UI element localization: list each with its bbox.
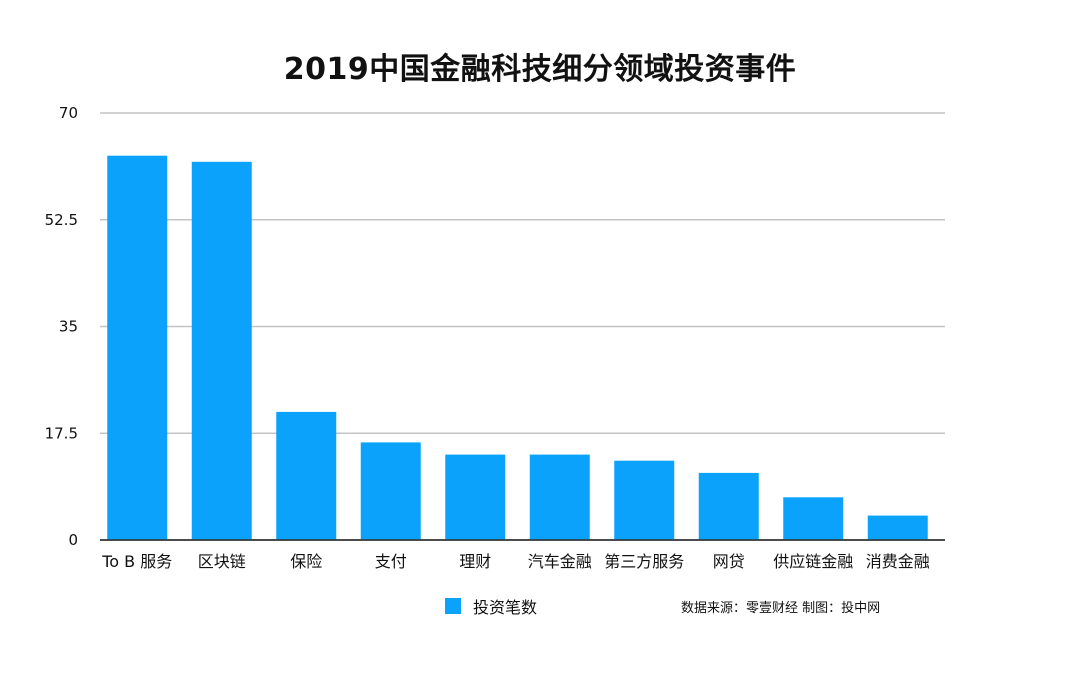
bar bbox=[783, 497, 844, 540]
legend-swatch bbox=[445, 598, 461, 614]
x-tick-label: 消费金融 bbox=[866, 552, 930, 571]
chart-title: 2019中国金融科技细分领域投资事件 bbox=[283, 52, 797, 87]
bar bbox=[107, 155, 168, 540]
y-tick-label: 17.5 bbox=[45, 424, 78, 442]
x-tick-label: To B 服务 bbox=[101, 552, 172, 571]
y-tick-label: 70 bbox=[59, 104, 78, 122]
x-tick-label: 保险 bbox=[290, 552, 322, 571]
x-tick-label: 区块链 bbox=[198, 552, 246, 571]
y-tick-label: 52.5 bbox=[45, 211, 78, 229]
bar bbox=[614, 460, 675, 540]
bar bbox=[867, 515, 928, 540]
bar bbox=[698, 472, 759, 540]
bar bbox=[191, 161, 252, 541]
legend-label: 投资笔数 bbox=[473, 598, 538, 617]
x-tick-label: 第三方服务 bbox=[604, 552, 684, 571]
y-tick-label: 35 bbox=[59, 318, 78, 336]
x-tick-label: 理财 bbox=[459, 552, 491, 571]
bar bbox=[276, 411, 337, 540]
bar bbox=[529, 454, 590, 540]
x-tick-label: 支付 bbox=[375, 552, 407, 571]
x-tick-label: 供应链金融 bbox=[773, 552, 853, 571]
source-note: 数据来源：零壹财经 制图：投中网 bbox=[681, 601, 881, 616]
x-tick-label: 汽车金融 bbox=[528, 552, 592, 571]
y-tick-label: 0 bbox=[68, 531, 78, 549]
x-tick-label: 网贷 bbox=[713, 552, 745, 571]
bar bbox=[445, 454, 506, 540]
bar bbox=[360, 442, 421, 540]
legend: 投资笔数 bbox=[445, 594, 537, 618]
